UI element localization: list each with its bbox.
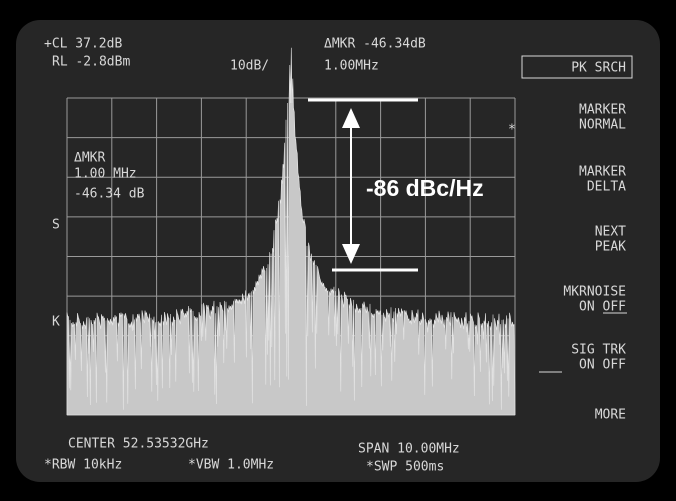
softkey-label: NEXT (595, 225, 626, 240)
ref-level: RL -2.8dBm (52, 55, 130, 70)
marker-label: ΔMKR (74, 151, 105, 166)
delta-freq: 1.00MHz (324, 59, 379, 74)
annotation: -86 dBc/Hz (366, 175, 484, 201)
softkey-label: MORE (595, 408, 626, 423)
rbw: *RBW 10kHz (44, 458, 122, 473)
side-label: S (52, 218, 60, 233)
center-freq: CENTER 52.53532GHz (68, 437, 209, 452)
screen: +CL 37.2dB RL -2.8dBm 10dB/ ΔMKR -46.34d… (0, 0, 676, 501)
asterisk: * (508, 123, 516, 138)
marker-level: -46.34 dB (74, 187, 145, 202)
softkey-label: ON OFF (579, 358, 626, 373)
softkey-label: MARKER (579, 103, 626, 118)
softkey-label: SIG TRK (571, 343, 626, 358)
softkey-label: MARKER (579, 165, 626, 180)
span: SPAN 10.00MHz (358, 442, 460, 457)
marker-freq: 1.00 MHz (74, 167, 137, 182)
vbw: *VBW 1.0MHz (188, 458, 274, 473)
cal-text: +CL 37.2dB (44, 37, 122, 52)
softkey-label: MKRNOISE (563, 285, 626, 300)
side-label: K (52, 315, 60, 330)
softkey-label: PK SRCH (571, 61, 626, 76)
delta-marker: ΔMKR -46.34dB (324, 37, 426, 52)
softkey-label: NORMAL (579, 118, 626, 133)
softkey-label: DELTA (587, 180, 626, 195)
sweep: *SWP 500ms (366, 460, 444, 475)
scale: 10dB/ (230, 59, 269, 74)
softkey-label: PEAK (595, 240, 626, 255)
softkey-label: ON OFF (579, 300, 626, 315)
